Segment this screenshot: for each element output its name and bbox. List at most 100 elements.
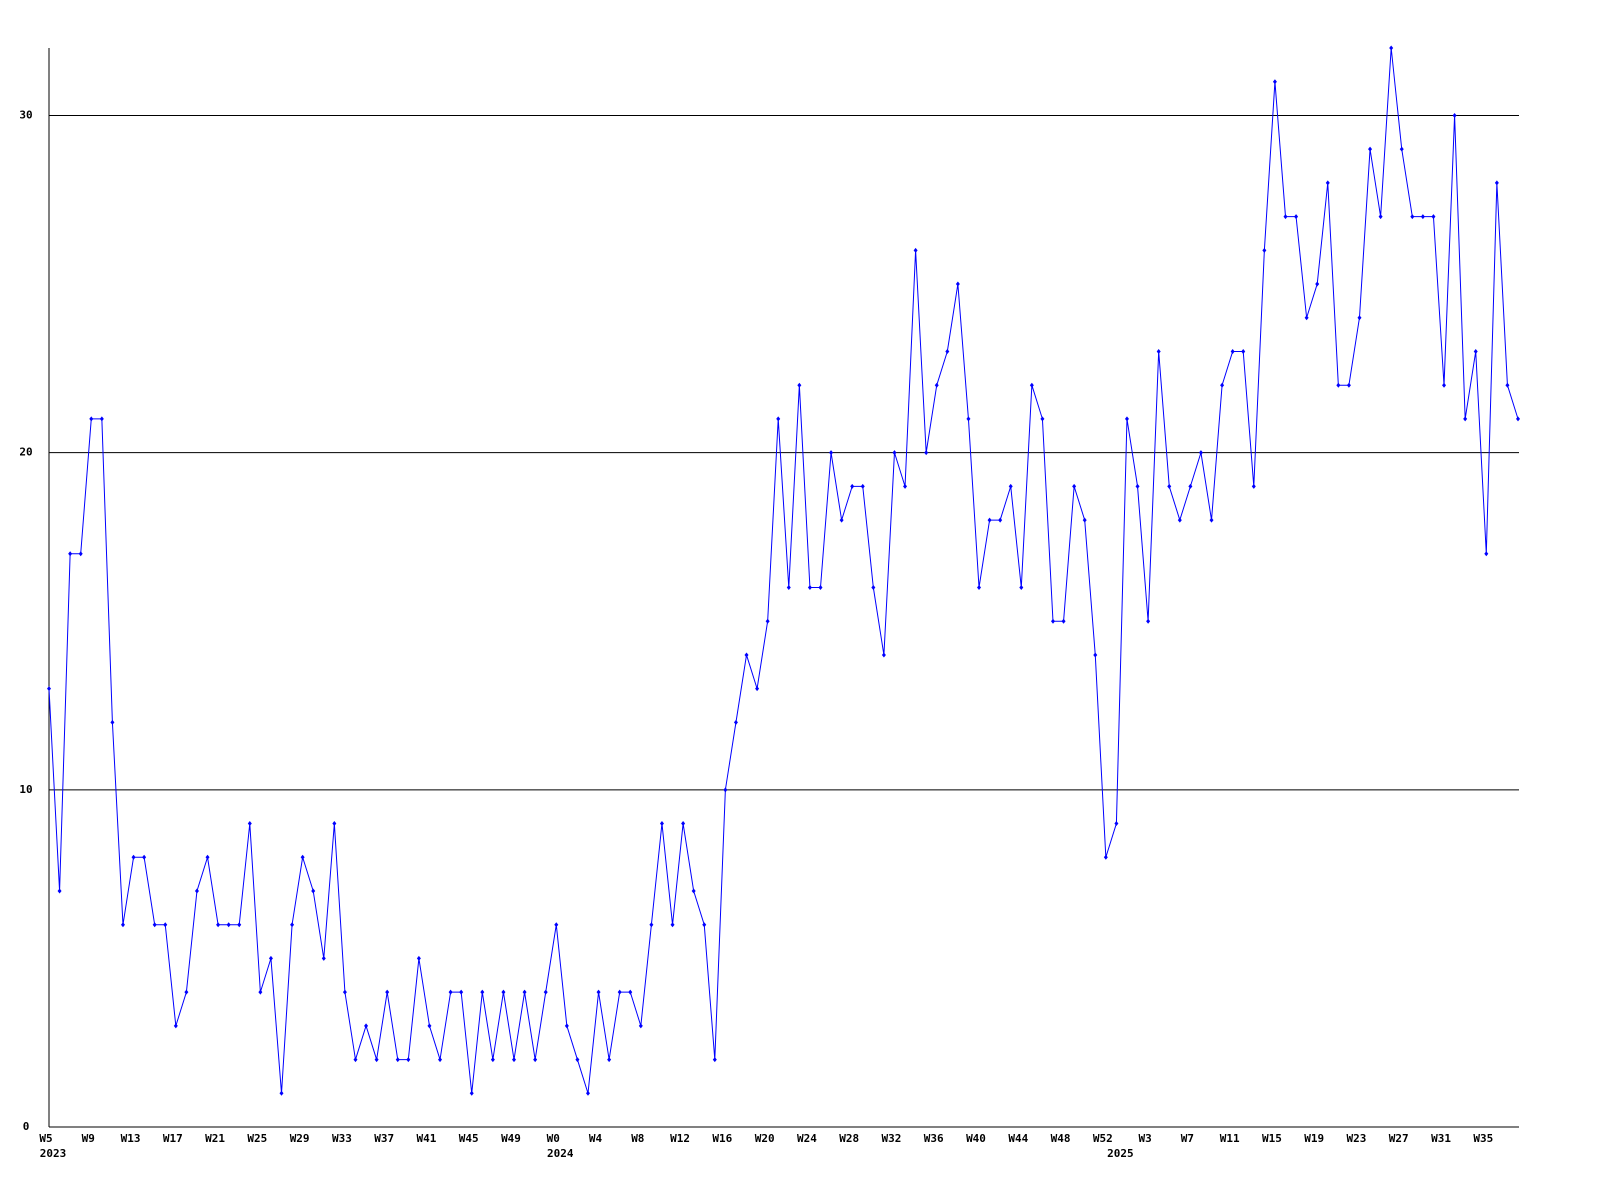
- point-marker: [438, 1057, 443, 1063]
- point-marker: [416, 955, 421, 961]
- point-marker: [807, 585, 812, 590]
- point-marker: [659, 821, 664, 827]
- point-marker: [1008, 483, 1013, 489]
- point-marker: [924, 450, 929, 456]
- x-tick-label: W5: [39, 1132, 52, 1145]
- point-marker: [173, 1023, 178, 1029]
- point-marker: [691, 888, 696, 894]
- x-tick-label: W52: [1093, 1132, 1113, 1145]
- point-marker: [68, 551, 73, 557]
- year-label: 2023: [40, 1147, 67, 1160]
- point-marker: [1209, 517, 1214, 523]
- point-marker: [723, 787, 728, 793]
- point-marker: [1389, 45, 1394, 51]
- point-marker: [385, 989, 390, 995]
- point-marker: [99, 416, 104, 422]
- point-marker: [469, 1090, 474, 1096]
- point-marker: [1220, 382, 1225, 388]
- x-tick-label: W49: [501, 1132, 521, 1145]
- point-marker: [1198, 450, 1203, 456]
- x-tick-label: W8: [631, 1132, 644, 1145]
- point-marker: [765, 618, 770, 624]
- point-marker: [300, 854, 305, 860]
- point-marker: [279, 1090, 284, 1096]
- y-tick-label: 20: [19, 446, 32, 459]
- point-marker: [1040, 416, 1045, 422]
- x-tick-label: W4: [589, 1132, 603, 1145]
- point-marker: [1420, 214, 1425, 220]
- year-label: 2025: [1107, 1147, 1134, 1160]
- point-marker: [237, 922, 242, 928]
- x-tick-label: W29: [290, 1132, 310, 1145]
- point-marker: [712, 1057, 717, 1063]
- point-marker: [1452, 112, 1457, 118]
- point-marker: [1156, 348, 1161, 354]
- point-marker: [1262, 247, 1267, 253]
- point-marker: [1061, 618, 1066, 624]
- point-marker: [89, 416, 94, 422]
- point-marker: [596, 989, 601, 995]
- point-marker: [512, 1057, 517, 1063]
- point-marker: [522, 989, 527, 995]
- point-marker: [733, 719, 738, 725]
- x-tick-label: W32: [882, 1132, 902, 1145]
- point-marker: [1019, 585, 1024, 590]
- point-marker: [1124, 416, 1129, 422]
- point-marker: [216, 922, 221, 928]
- point-marker: [1135, 483, 1140, 489]
- point-marker: [702, 922, 707, 928]
- point-marker: [871, 585, 876, 590]
- x-tick-label: W27: [1389, 1132, 1409, 1145]
- x-tick-label: W9: [82, 1132, 95, 1145]
- point-marker: [459, 989, 464, 995]
- point-marker: [638, 1023, 643, 1029]
- point-marker: [1484, 551, 1489, 557]
- point-marker: [448, 989, 453, 995]
- point-marker: [755, 686, 760, 692]
- x-tick-label: W3: [1138, 1132, 1151, 1145]
- x-tick-label: W28: [839, 1132, 859, 1145]
- point-marker: [850, 483, 855, 489]
- point-marker: [1346, 382, 1351, 388]
- point-marker: [934, 382, 939, 388]
- x-tick-label: W21: [205, 1132, 225, 1145]
- point-marker: [543, 989, 548, 995]
- point-marker: [1103, 854, 1108, 860]
- point-marker: [1251, 483, 1256, 489]
- point-marker: [1304, 315, 1309, 321]
- point-marker: [1431, 214, 1436, 220]
- point-marker: [881, 652, 886, 658]
- x-tick-label: W15: [1262, 1132, 1282, 1145]
- point-marker: [1272, 79, 1277, 85]
- point-marker: [364, 1023, 369, 1029]
- point-marker: [1114, 821, 1119, 827]
- x-tick-label: W48: [1051, 1132, 1071, 1145]
- x-tick-label: W12: [670, 1132, 690, 1145]
- point-marker: [1146, 618, 1151, 624]
- point-marker: [342, 989, 347, 995]
- point-marker: [977, 585, 982, 590]
- point-marker: [860, 483, 865, 489]
- point-marker: [1473, 348, 1478, 354]
- point-marker: [945, 348, 950, 354]
- x-tick-label: W13: [121, 1132, 141, 1145]
- point-marker: [1082, 517, 1087, 523]
- point-marker: [1230, 348, 1235, 354]
- point-marker: [490, 1057, 495, 1063]
- point-marker: [829, 450, 834, 456]
- point-marker: [258, 989, 263, 995]
- point-marker: [786, 585, 791, 590]
- point-marker: [501, 989, 506, 995]
- point-marker: [142, 854, 147, 860]
- point-marker: [585, 1090, 590, 1096]
- point-marker: [205, 854, 210, 860]
- point-marker: [163, 922, 168, 928]
- point-marker: [955, 281, 960, 287]
- x-tick-label: W11: [1220, 1132, 1240, 1145]
- point-marker: [628, 989, 633, 995]
- x-tick-label: W19: [1304, 1132, 1324, 1145]
- point-marker: [120, 922, 125, 928]
- point-marker: [1410, 214, 1415, 220]
